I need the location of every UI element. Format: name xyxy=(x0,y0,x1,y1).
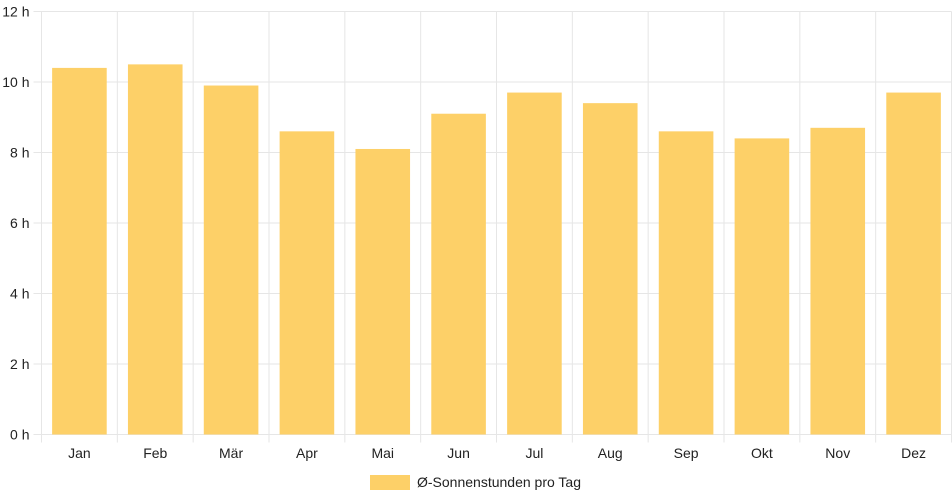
x-axis: Jan Feb Mär Apr Mai Jun Jul Aug Sep Okt Nov Dez xyxy=(68,445,926,461)
bar-nov[interactable] xyxy=(810,127,866,435)
x-tick-label: Mär xyxy=(219,445,243,461)
bar-mär[interactable] xyxy=(203,85,259,435)
bars xyxy=(52,64,941,435)
x-tick-label: Okt xyxy=(751,445,773,461)
x-tick-label: Feb xyxy=(143,445,167,461)
x-tick-label: Jun xyxy=(447,445,470,461)
x-tick-label: Jan xyxy=(68,445,91,461)
x-tick-label: Apr xyxy=(296,445,318,461)
bar-dez[interactable] xyxy=(886,92,941,435)
x-tick-label: Dez xyxy=(901,445,926,461)
bar-jun[interactable] xyxy=(431,113,486,435)
bar-apr[interactable] xyxy=(279,131,335,435)
legend[interactable]: Ø-Sonnenstunden pro Tag xyxy=(370,474,581,490)
x-tick-label: Sep xyxy=(674,445,699,461)
y-tick-label: 0 h xyxy=(10,427,29,443)
x-tick-label: Nov xyxy=(825,445,850,461)
bar-sep[interactable] xyxy=(658,131,714,435)
legend-swatch[interactable] xyxy=(370,475,410,490)
y-tick-label: 2 h xyxy=(10,356,29,372)
y-tick-label: 6 h xyxy=(10,215,29,231)
y-tick-label: 12 h xyxy=(2,4,29,20)
bar-okt[interactable] xyxy=(734,138,790,435)
x-tick-label: Jul xyxy=(525,445,543,461)
bar-jan[interactable] xyxy=(52,67,107,435)
x-tick-label: Mai xyxy=(371,445,394,461)
y-tick-label: 8 h xyxy=(10,145,29,161)
bar-mai[interactable] xyxy=(355,148,411,435)
y-axis: 0 h 2 h 4 h 6 h 8 h 10 h 12 h xyxy=(2,4,29,443)
y-tick-label: 10 h xyxy=(2,74,29,90)
x-tick-label: Aug xyxy=(598,445,623,461)
bar-jul[interactable] xyxy=(507,92,562,435)
bar-aug[interactable] xyxy=(582,103,638,435)
grid-lines xyxy=(33,11,952,443)
bar-feb[interactable] xyxy=(127,64,183,435)
y-tick-label: 4 h xyxy=(10,286,29,302)
legend-label[interactable]: Ø-Sonnenstunden pro Tag xyxy=(417,474,581,490)
